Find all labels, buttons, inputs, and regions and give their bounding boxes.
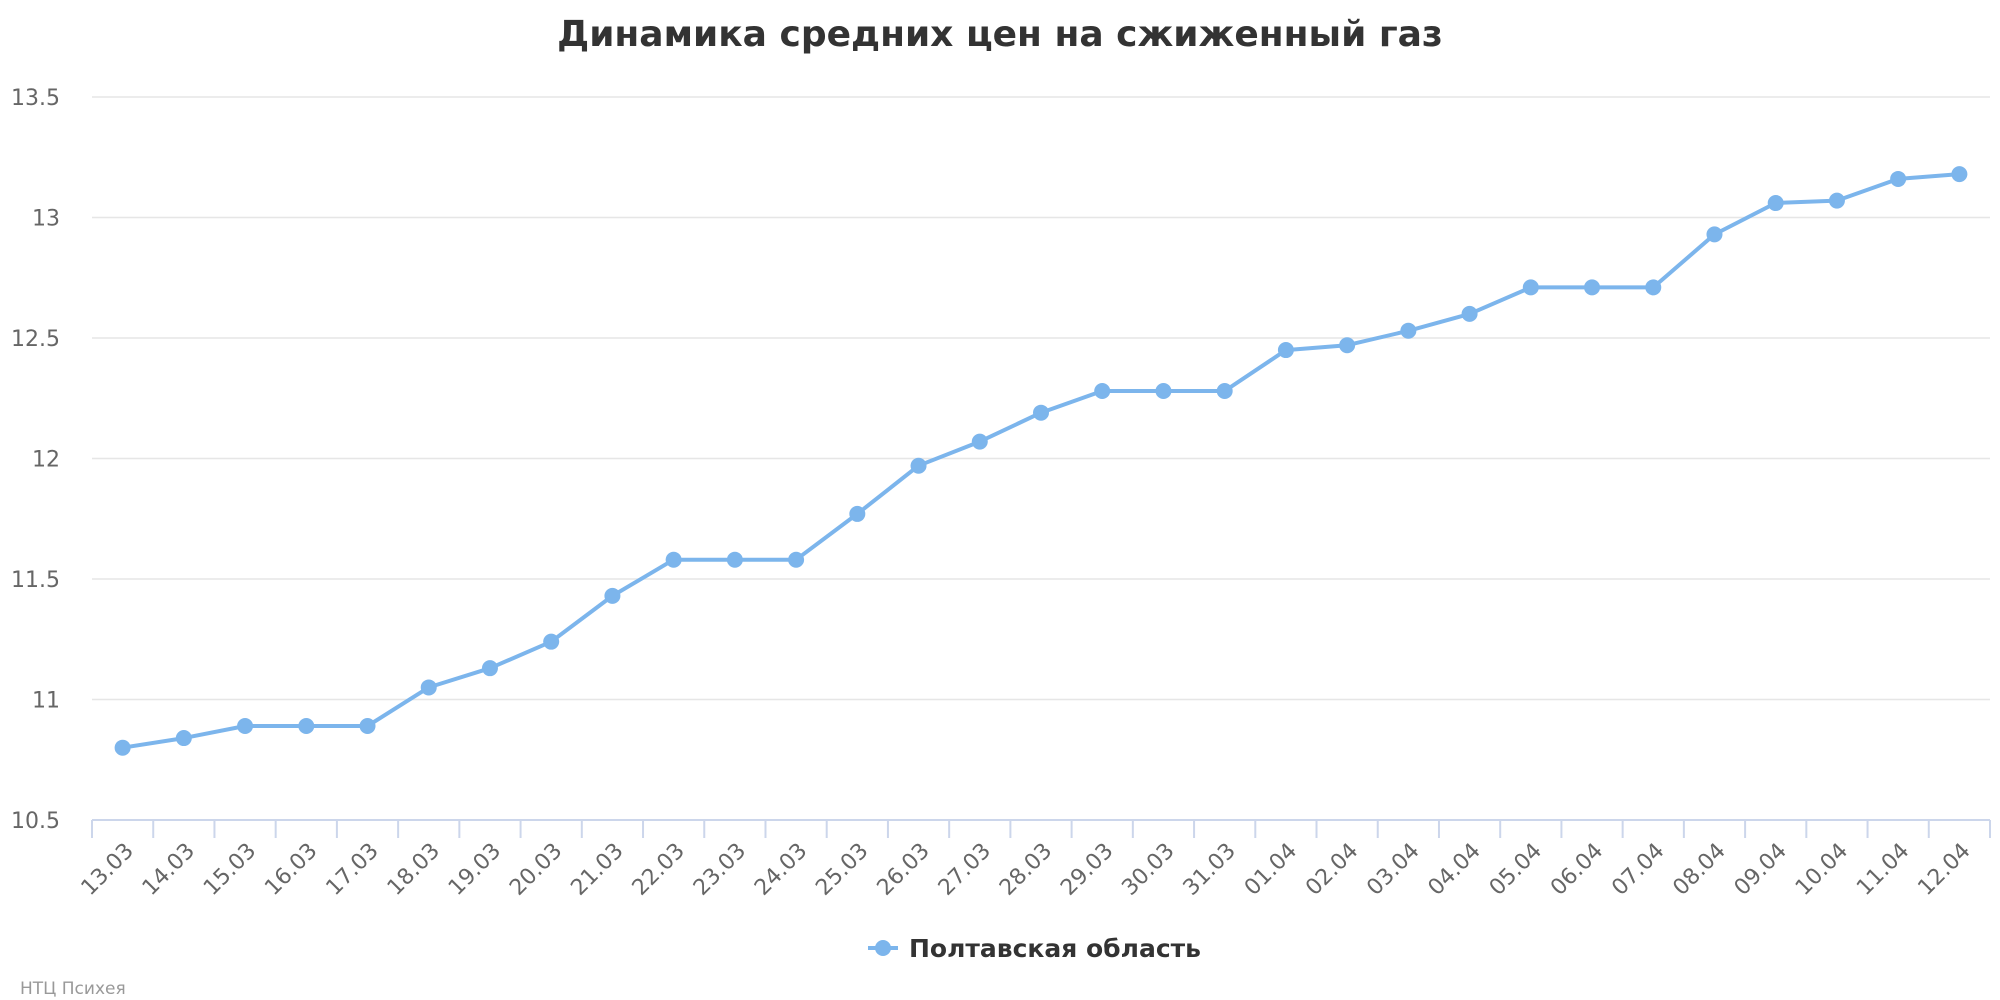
data-point[interactable]: [359, 718, 376, 735]
data-point[interactable]: [1277, 342, 1294, 359]
series-line[interactable]: [120, 172, 1962, 750]
data-point[interactable]: [1461, 305, 1478, 322]
y-tick-label: 12.5: [11, 327, 60, 352]
x-tick-label: 28.03: [995, 839, 1057, 901]
y-axis: 10.5 11 11.5 12 12.5 13 13.5: [11, 86, 60, 834]
y-tick-label: 13: [32, 207, 60, 232]
data-point[interactable]: [1767, 195, 1784, 212]
x-tick-label: 31.03: [1179, 839, 1241, 901]
legend-marker-symbol: [875, 940, 891, 956]
y-tick-label: 11: [32, 689, 60, 714]
data-point[interactable]: [1890, 170, 1907, 187]
data-point[interactable]: [910, 457, 927, 474]
data-point[interactable]: [1400, 322, 1417, 339]
data-point[interactable]: [543, 633, 560, 650]
data-point[interactable]: [1339, 337, 1356, 354]
legend[interactable]: Полтавская область: [868, 934, 1201, 963]
x-tick-label: 20.03: [505, 839, 567, 901]
x-tick-label: 14.03: [138, 839, 200, 901]
x-tick-label: 05.04: [1485, 839, 1547, 901]
y-tick-label: 10.5: [11, 809, 60, 834]
x-tick-label: 02.04: [1301, 839, 1363, 901]
data-point[interactable]: [971, 433, 988, 450]
data-point[interactable]: [175, 730, 192, 747]
x-tick-label: 15.03: [199, 839, 261, 901]
x-tick-label: 10.04: [1791, 839, 1853, 901]
y-tick-label: 11.5: [11, 568, 60, 593]
x-tick-label: 08.04: [1669, 839, 1731, 901]
x-tick-label: 18.03: [383, 839, 445, 901]
data-point[interactable]: [726, 551, 743, 568]
x-tick-label: 04.04: [1424, 839, 1486, 901]
data-point[interactable]: [1522, 279, 1539, 296]
data-point[interactable]: [1584, 279, 1601, 296]
x-tick-label: 12.04: [1913, 839, 1975, 901]
data-point[interactable]: [237, 718, 254, 735]
credits-label[interactable]: НТЦ Психея: [20, 979, 126, 999]
x-tick-label: 23.03: [689, 839, 751, 901]
data-point[interactable]: [114, 739, 131, 756]
x-tick-label: 11.04: [1852, 839, 1914, 901]
series-group: [114, 166, 1968, 756]
data-point[interactable]: [788, 551, 805, 568]
y-tick-label: 12: [32, 448, 60, 473]
x-tick-label: 17.03: [322, 839, 384, 901]
data-point[interactable]: [1828, 192, 1845, 209]
data-point[interactable]: [665, 551, 682, 568]
grid-lines: [92, 96, 1990, 701]
x-tick-label: 16.03: [260, 839, 322, 901]
x-tick-label: 25.03: [811, 839, 873, 901]
data-point[interactable]: [298, 718, 315, 735]
x-tick-label: 27.03: [934, 839, 996, 901]
x-tick-label: 09.04: [1730, 839, 1792, 901]
x-tick-label: 26.03: [873, 839, 935, 901]
data-point[interactable]: [849, 505, 866, 522]
x-tick-label: 22.03: [628, 839, 690, 901]
data-point[interactable]: [420, 679, 437, 696]
data-point[interactable]: [1216, 383, 1233, 400]
x-tick-label: 19.03: [444, 839, 506, 901]
y-tick-label: 13.5: [11, 86, 60, 111]
data-point[interactable]: [1645, 279, 1662, 296]
data-point[interactable]: [604, 587, 621, 604]
legend-label: Полтавская область: [909, 934, 1201, 963]
data-point[interactable]: [1951, 166, 1968, 183]
data-point[interactable]: [1033, 404, 1049, 421]
chart-title: Динамика средних цен на сжиженный газ: [557, 14, 1443, 55]
legend-item[interactable]: Полтавская область: [868, 934, 1201, 963]
x-tick-label: 21.03: [566, 839, 628, 901]
data-point[interactable]: [1706, 226, 1723, 243]
x-tick-label: 07.04: [1607, 839, 1669, 901]
x-tick-label: 24.03: [750, 839, 812, 901]
x-axis: 13.03 14.03 15.03 16.03 17.03 18.03 19.03 20.03…: [77, 819, 1991, 901]
data-point[interactable]: [481, 660, 498, 677]
x-tick-label: 01.04: [1240, 839, 1302, 901]
x-tick-label: 13.03: [77, 839, 139, 901]
x-tick-label: 30.03: [1117, 839, 1179, 901]
plot-area: [114, 166, 1968, 756]
x-tick-label: 29.03: [1056, 839, 1118, 901]
data-point[interactable]: [1155, 383, 1172, 400]
x-tick-label: 03.04: [1362, 839, 1424, 901]
data-point[interactable]: [1094, 383, 1111, 400]
x-tick-label: 06.04: [1546, 839, 1608, 901]
